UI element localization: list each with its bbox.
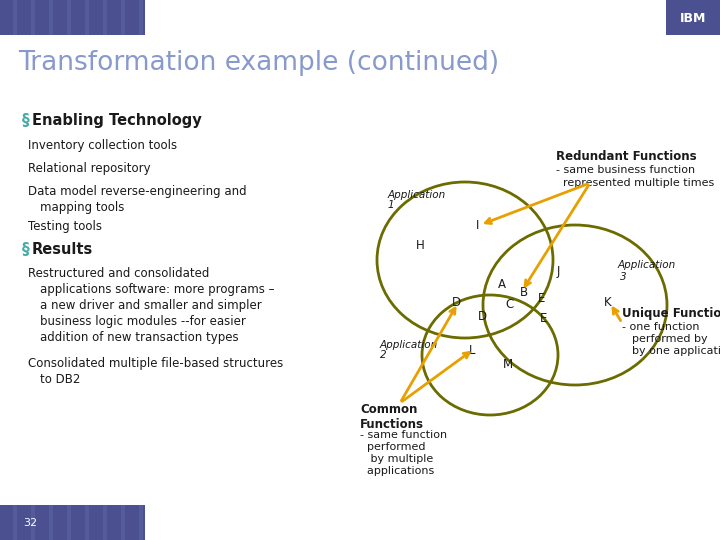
Text: Application: Application	[618, 260, 676, 270]
Text: Common
Functions: Common Functions	[360, 403, 424, 431]
Text: Transformation example (continued): Transformation example (continued)	[18, 50, 499, 76]
Text: Data model reverse-engineering and: Data model reverse-engineering and	[28, 185, 247, 198]
Text: D: D	[477, 310, 487, 323]
Text: D: D	[451, 296, 461, 309]
Text: M: M	[503, 359, 513, 372]
Text: Redundant Functions: Redundant Functions	[556, 150, 697, 163]
Text: K: K	[604, 296, 612, 309]
Text: Relational repository: Relational repository	[28, 162, 150, 175]
Text: - one function: - one function	[622, 322, 700, 332]
Text: by one application: by one application	[625, 346, 720, 356]
Text: a new driver and smaller and simpler: a new driver and smaller and simpler	[40, 299, 262, 312]
Text: Restructured and consolidated: Restructured and consolidated	[28, 267, 210, 280]
Text: by multiple: by multiple	[360, 454, 433, 464]
Text: Enabling Technology: Enabling Technology	[32, 113, 202, 128]
Text: addition of new transaction types: addition of new transaction types	[40, 331, 238, 344]
Text: - same business function: - same business function	[556, 165, 695, 175]
Text: 32: 32	[23, 518, 37, 528]
Text: A: A	[498, 279, 506, 292]
Text: §: §	[22, 242, 30, 257]
Bar	[0, 505, 145, 540]
Text: 1: 1	[388, 200, 395, 210]
Text: Consolidated multiple file-based structures: Consolidated multiple file-based structu…	[28, 357, 283, 370]
Text: Application: Application	[388, 190, 446, 200]
Text: business logic modules --for easier: business logic modules --for easier	[40, 315, 246, 328]
Text: Inventory collection tools: Inventory collection tools	[28, 139, 177, 152]
Text: © 2003 IBM Corporation: © 2003 IBM Corporation	[580, 518, 700, 528]
Text: applications: applications	[360, 466, 434, 476]
Text: Testing tools: Testing tools	[28, 220, 102, 233]
Text: performed by: performed by	[625, 334, 708, 344]
Text: J: J	[557, 266, 559, 279]
Text: H: H	[415, 239, 424, 252]
Text: IBM: IBM	[680, 11, 706, 24]
Text: mapping tools: mapping tools	[40, 201, 125, 214]
Text: performed: performed	[360, 442, 426, 452]
Text: E: E	[540, 312, 548, 325]
Text: Legacy Revitalization Through Web Services  |  Web Services Council: Legacy Revitalization Through Web Servic…	[212, 518, 548, 528]
Text: §: §	[22, 113, 30, 128]
Text: C: C	[506, 299, 514, 312]
Text: Unique Functions: Unique Functions	[622, 307, 720, 320]
Text: IBM Research: IBM Research	[158, 11, 248, 24]
Bar	[0, 0, 145, 35]
Text: I: I	[477, 219, 480, 232]
Text: - same function: - same function	[360, 430, 447, 440]
Text: E: E	[539, 293, 546, 306]
Text: to DB2: to DB2	[40, 373, 81, 386]
Text: B: B	[520, 287, 528, 300]
Text: 2: 2	[380, 350, 387, 360]
Text: represented multiple times: represented multiple times	[556, 178, 714, 188]
Text: L: L	[469, 343, 475, 356]
Text: applications software: more programs –: applications software: more programs –	[40, 283, 274, 296]
Text: Application: Application	[380, 340, 438, 350]
Bar	[666, 0, 720, 35]
Text: 3: 3	[620, 272, 626, 282]
Text: Results: Results	[32, 242, 94, 257]
